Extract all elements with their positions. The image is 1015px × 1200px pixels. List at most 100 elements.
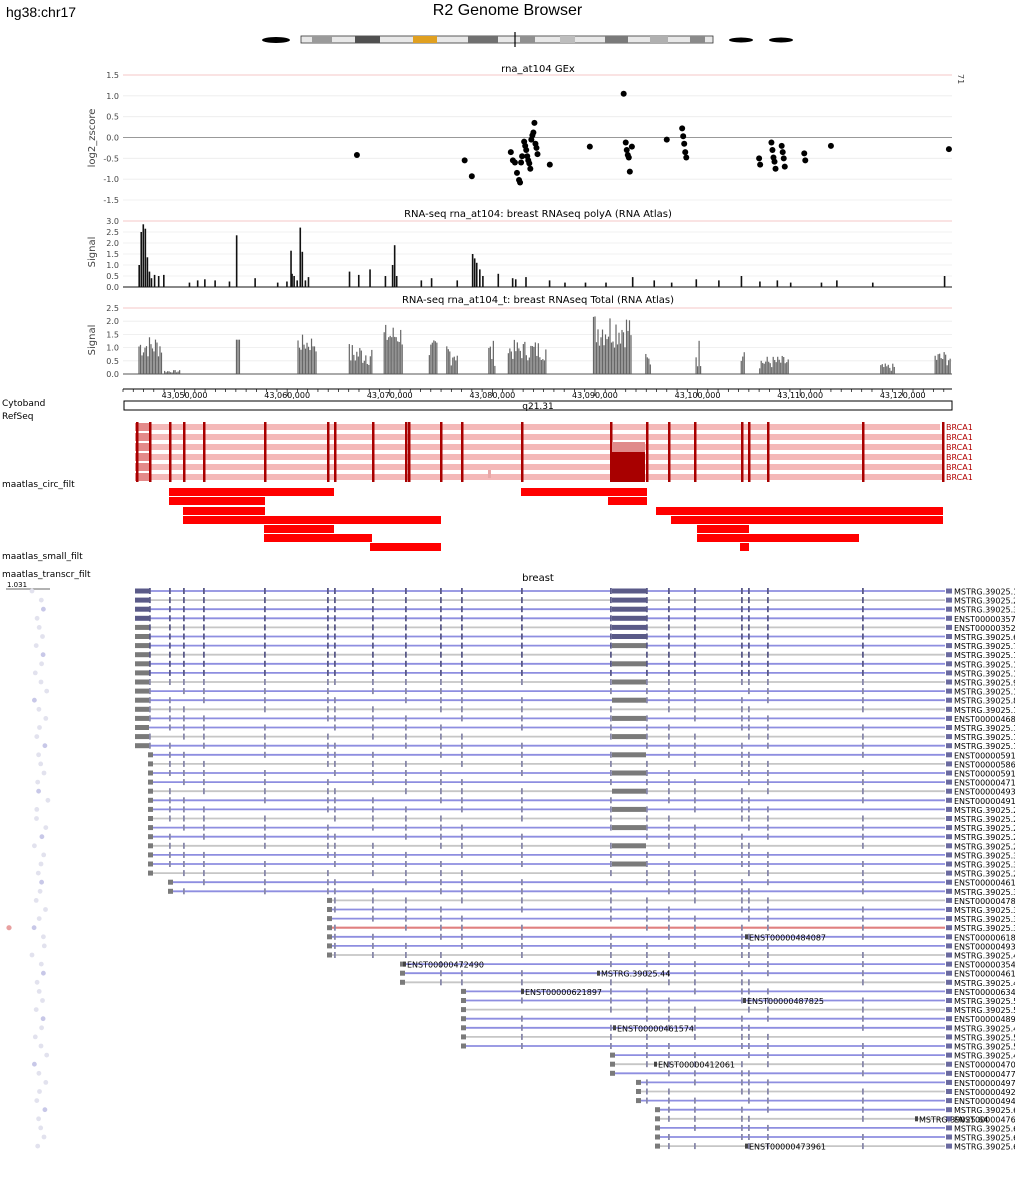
transcript-exon[interactable] (372, 724, 374, 731)
transcript-exon[interactable] (862, 1015, 864, 1022)
transcript-exon[interactable] (946, 1107, 952, 1113)
refseq-exon[interactable] (646, 432, 649, 442)
transcript-exon[interactable] (748, 624, 750, 631)
transcript-exon[interactable] (334, 751, 336, 758)
transcript-exon[interactable] (694, 933, 696, 940)
transcript-exon[interactable] (668, 961, 670, 968)
transcript-exon[interactable] (668, 779, 670, 786)
transcript-exon[interactable] (612, 788, 646, 794)
chromosome-band[interactable] (468, 36, 498, 43)
transcript-exon[interactable] (610, 942, 612, 949)
gex-data-point[interactable] (513, 169, 520, 176)
transcript-label[interactable]: MSTRG.39025.33 (954, 906, 1015, 915)
transcript-exon[interactable] (741, 988, 743, 995)
refseq-gene-body[interactable] (135, 434, 944, 440)
transcript-label[interactable]: ENST00000586385 (954, 760, 1015, 769)
transcript-exon[interactable] (946, 816, 952, 821)
refseq-exon[interactable] (183, 452, 186, 462)
transcript-exon[interactable] (521, 997, 523, 1004)
transcript-exon[interactable] (372, 815, 374, 822)
transcript-exon[interactable] (862, 688, 864, 695)
transcript-exon[interactable] (748, 1134, 750, 1140)
transcript-exon[interactable] (372, 733, 374, 740)
transcript-exon[interactable] (149, 715, 151, 722)
transcript-exon[interactable] (521, 651, 523, 658)
transcript-exon[interactable] (183, 779, 185, 786)
transcript-exon[interactable] (748, 1033, 750, 1040)
refseq-exon[interactable] (646, 442, 649, 452)
transcript-exon[interactable] (946, 1061, 952, 1067)
transcript-exon[interactable] (694, 1015, 696, 1022)
refseq-exon[interactable] (327, 442, 330, 452)
transcript-exon[interactable] (741, 679, 743, 685)
transcript-exon[interactable] (668, 870, 670, 877)
transcript-exon[interactable] (264, 833, 266, 840)
transcript-exon[interactable] (668, 1134, 670, 1140)
refseq-exon[interactable] (334, 442, 337, 452)
transcript-exon[interactable] (610, 897, 612, 904)
transcript-exon[interactable] (767, 879, 769, 886)
transcript-exon[interactable] (741, 788, 743, 795)
transcript-exon[interactable] (521, 1024, 523, 1031)
transcript-exon[interactable] (862, 679, 864, 685)
refseq-exon[interactable] (942, 472, 945, 482)
transcript-exon[interactable] (372, 760, 374, 767)
transcript-exon[interactable] (646, 952, 648, 958)
transcript-exon[interactable] (946, 925, 952, 931)
refseq-exon[interactable] (327, 472, 330, 482)
transcript-exon[interactable] (646, 724, 648, 731)
transcript-exon[interactable] (646, 924, 648, 931)
transcript-label[interactable]: MSTRG.39025.63 (954, 1106, 1015, 1115)
transcript-exon[interactable] (521, 624, 523, 631)
transcript-exon[interactable] (694, 1079, 696, 1086)
transcript-exon[interactable] (636, 1079, 641, 1085)
transcript-exon[interactable] (767, 1043, 769, 1049)
transcript-exon[interactable] (748, 688, 750, 695)
transcript-inline-label[interactable]: ENST00000484087 (749, 933, 826, 942)
transcript-exon[interactable] (169, 651, 171, 658)
refseq-exon[interactable] (741, 472, 744, 482)
transcript-exon[interactable] (748, 751, 750, 758)
refseq-exon[interactable] (612, 442, 645, 452)
transcript-exon[interactable] (655, 1134, 660, 1140)
transcript-exon[interactable] (610, 642, 612, 649)
refseq-exon[interactable] (646, 452, 649, 462)
transcript-exon[interactable] (748, 1115, 750, 1122)
transcript-exon[interactable] (748, 633, 750, 640)
refseq-exon[interactable] (372, 442, 375, 452)
transcript-exon[interactable] (946, 615, 952, 621)
transcript-exon[interactable] (741, 861, 743, 867)
transcript-exon[interactable] (748, 988, 750, 995)
transcript-exon[interactable] (610, 669, 612, 676)
transcript-exon[interactable] (135, 725, 149, 730)
transcript-exon[interactable] (405, 770, 407, 776)
transcript-exon[interactable] (668, 679, 670, 685)
transcript-exon[interactable] (334, 924, 336, 931)
transcript-exon[interactable] (741, 997, 743, 1004)
transcript-exon[interactable] (946, 1134, 952, 1140)
transcript-exon[interactable] (169, 606, 171, 613)
transcript-exon[interactable] (334, 724, 336, 731)
transcript-label[interactable]: MSTRG.39025.36 (954, 915, 1015, 924)
transcript-exon[interactable] (741, 888, 743, 895)
transcript-exon[interactable] (183, 624, 185, 631)
transcript-exon[interactable] (405, 779, 407, 786)
transcript-exon[interactable] (203, 660, 205, 667)
transcript-exon[interactable] (610, 906, 612, 913)
transcript-exon[interactable] (521, 851, 523, 858)
transcript-exon[interactable] (169, 624, 171, 631)
transcript-exon[interactable] (862, 651, 864, 658)
transcript-inline-label[interactable]: ENST00000621897 (525, 988, 602, 997)
transcript-label[interactable]: ENST00000470026 (954, 1061, 1015, 1070)
transcript-exon[interactable] (743, 998, 746, 1003)
transcript-exon[interactable] (405, 824, 407, 831)
transcript-exon[interactable] (264, 688, 266, 695)
refseq-exon[interactable] (334, 422, 337, 432)
transcript-label[interactable]: ENST00000591534 (954, 751, 1015, 760)
gex-data-point[interactable] (779, 149, 786, 156)
transcript-exon[interactable] (264, 879, 266, 886)
transcript-label[interactable]: MSTRG.39025.6 (954, 633, 1015, 642)
transcript-exon[interactable] (521, 942, 523, 949)
transcript-exon[interactable] (741, 742, 743, 749)
transcript-exon[interactable] (461, 933, 463, 940)
